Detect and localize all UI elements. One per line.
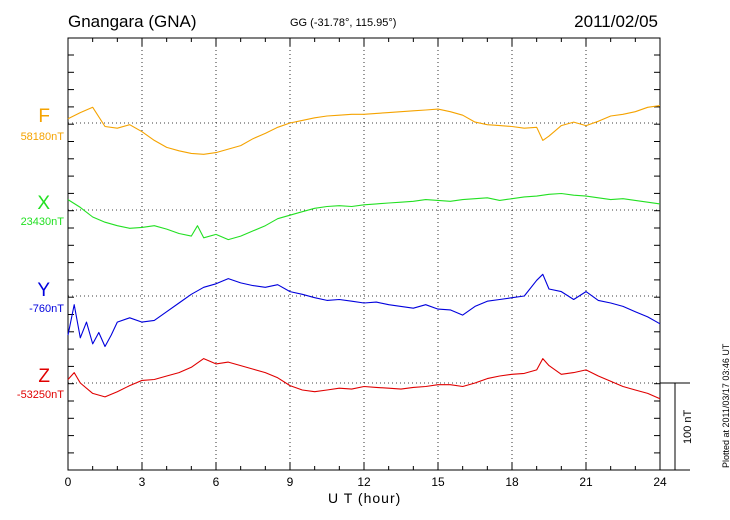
x-tick-label: 12 <box>357 475 371 489</box>
scale-bar-label: 100 nT <box>682 409 694 444</box>
series-line-z <box>67 358 661 400</box>
component-baseline-y: -760nT <box>29 303 64 315</box>
component-baseline-z: -53250nT <box>16 389 64 401</box>
series-line-x <box>67 192 661 241</box>
series-line-y <box>67 273 661 348</box>
x-tick-label: 6 <box>213 475 220 489</box>
component-baseline-f: 58180nT <box>20 131 64 143</box>
x-tick-label: 3 <box>139 475 146 489</box>
station-coordinates: GG (-31.78°, 115.95°) <box>290 17 397 29</box>
x-axis-label: U T (hour) <box>328 490 402 506</box>
component-baseline-x: 23430nT <box>20 216 64 228</box>
plotted-timestamp: Plotted at 2011/03/17 03:46 UT <box>721 343 730 468</box>
x-tick-label: 0 <box>65 475 72 489</box>
component-letter-y: Y <box>37 280 50 301</box>
x-tick-label: 18 <box>505 475 519 489</box>
x-tick-label: 15 <box>431 475 445 489</box>
component-letter-f: F <box>38 106 50 127</box>
station-title: Gnangara (GNA) <box>68 12 197 31</box>
plot-date: 2011/02/05 <box>574 12 658 31</box>
series-line-f <box>67 105 661 155</box>
x-tick-label: 21 <box>579 475 593 489</box>
component-letter-z: Z <box>38 366 50 387</box>
x-tick-label: 9 <box>287 475 294 489</box>
component-letter-x: X <box>37 193 50 214</box>
x-tick-label: 24 <box>653 475 667 489</box>
